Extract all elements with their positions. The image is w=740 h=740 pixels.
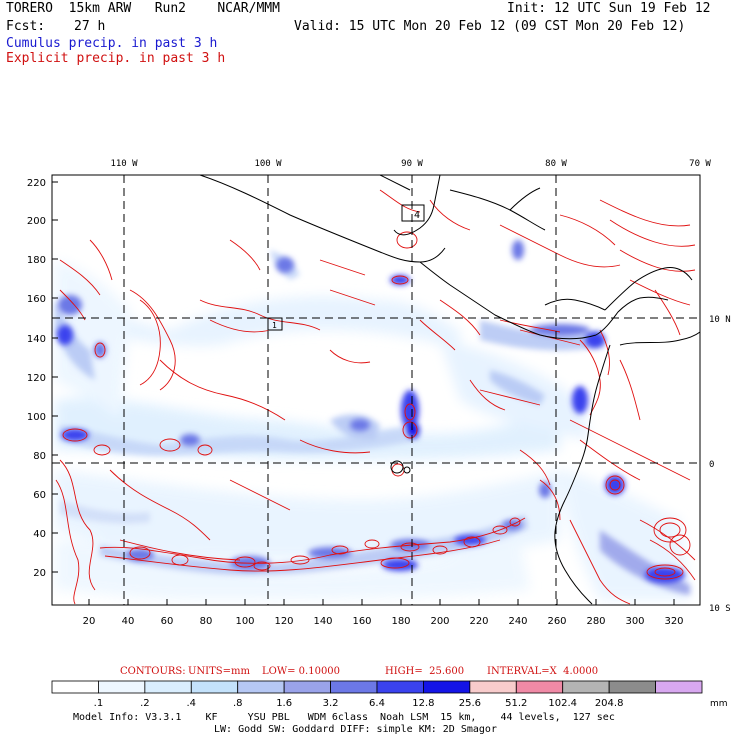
colorbar-tick-label: 51.2 bbox=[505, 698, 527, 709]
y-label: 220 bbox=[27, 178, 46, 189]
x-label: 320 bbox=[664, 616, 683, 627]
x-label: 160 bbox=[352, 616, 371, 627]
forecast-label: Fcst: bbox=[6, 19, 46, 34]
lat-label: 10 S bbox=[709, 604, 731, 614]
x-label: 140 bbox=[313, 616, 332, 627]
x-label: 300 bbox=[625, 616, 644, 627]
coastlines bbox=[199, 175, 700, 605]
contours-high: HIGH= 25.600 bbox=[385, 666, 465, 677]
lon-label: 100 W bbox=[254, 159, 282, 169]
x-label: 180 bbox=[391, 616, 410, 627]
y-label: 100 bbox=[27, 412, 46, 423]
y-label: 80 bbox=[33, 451, 46, 462]
contours-low: LOW= 0.10000 bbox=[262, 666, 341, 677]
contours-interval: INTERVAL=X 4.0000 bbox=[487, 666, 599, 677]
colorbar-swatch bbox=[283, 680, 331, 694]
lon-label: 70 W bbox=[689, 159, 711, 169]
colorbar-swatch bbox=[330, 680, 378, 694]
colorbar-tick-label: .8 bbox=[233, 698, 243, 709]
colorbar-tick-label: .1 bbox=[94, 698, 104, 709]
colorbar-unit: mm bbox=[710, 699, 728, 709]
contours-units: UNITS=mm bbox=[188, 666, 250, 677]
map-frame bbox=[51, 174, 701, 606]
colorbar-swatch bbox=[98, 680, 146, 694]
y-label: 120 bbox=[27, 373, 46, 384]
latitude-labels: 10 N 0 10 S bbox=[709, 315, 731, 614]
valid-time: Valid: 15 UTC Mon 20 Feb 12 (09 CST Mon … bbox=[294, 19, 686, 34]
colorbar-tick-label: 6.4 bbox=[369, 698, 385, 709]
lon-label: 80 W bbox=[545, 159, 567, 169]
x-label: 240 bbox=[508, 616, 527, 627]
latlon-grid bbox=[52, 175, 700, 605]
colorbar-swatch bbox=[237, 680, 285, 694]
x-label: 280 bbox=[586, 616, 605, 627]
colorbar-tick-label: 12.8 bbox=[412, 698, 434, 709]
colorbar-tick-label: 1.6 bbox=[276, 698, 292, 709]
colorbar-swatch bbox=[655, 680, 703, 694]
station-boxes bbox=[267, 204, 425, 331]
colorbar-tick-label: 3.2 bbox=[323, 698, 339, 709]
model-title: TORERO 15km ARW Run2 NCAR/MMM bbox=[6, 1, 280, 16]
x-label: 100 bbox=[235, 616, 254, 627]
cumulus-legend: Cumulus precip. in past 3 h bbox=[6, 36, 218, 51]
colorbar-swatch bbox=[515, 680, 564, 694]
cumulus-medium-shading bbox=[55, 250, 690, 595]
model-info: Model Info: V3.3.1 KF YSU PBL WDM 6class… bbox=[73, 712, 615, 723]
colorbar-tick-label: 204.8 bbox=[595, 698, 624, 709]
y-label: 60 bbox=[33, 490, 46, 501]
lat-label: 0 bbox=[709, 460, 714, 470]
box-label-4: 4 bbox=[414, 210, 420, 221]
colorbar-swatch bbox=[423, 680, 471, 694]
init-time: Init: 12 UTC Sun 19 Feb 12 bbox=[507, 1, 711, 16]
lon-label: 110 W bbox=[110, 159, 138, 169]
y-label: 140 bbox=[27, 334, 46, 345]
colorbar-swatch bbox=[562, 680, 610, 694]
box-label-1: 1 bbox=[272, 321, 277, 330]
x-label: 40 bbox=[122, 616, 135, 627]
forecast-hours: 27 h bbox=[74, 19, 106, 34]
explicit-legend: Explicit precip. in past 3 h bbox=[6, 51, 226, 66]
explicit-precip-contours bbox=[55, 189, 696, 605]
colorbar-tick-label: .2 bbox=[140, 698, 150, 709]
y-label: 200 bbox=[27, 216, 46, 227]
longitude-labels: 110 W 100 W 90 W 80 W 70 W bbox=[110, 159, 711, 169]
x-grid-labels: 20 40 60 80 100 120 140 160 180 200 220 … bbox=[83, 616, 684, 627]
colorbar-tick-label: .4 bbox=[187, 698, 197, 709]
colorbar bbox=[51, 680, 703, 694]
y-label: 40 bbox=[33, 529, 46, 540]
y-label: 20 bbox=[33, 568, 46, 579]
y-label: 180 bbox=[27, 255, 46, 266]
lon-label: 90 W bbox=[401, 159, 423, 169]
x-label: 220 bbox=[469, 616, 488, 627]
colorbar-swatch bbox=[190, 680, 239, 694]
x-label: 200 bbox=[430, 616, 449, 627]
colorbar-swatch bbox=[608, 680, 656, 694]
colorbar-tick-label: 25.6 bbox=[459, 698, 481, 709]
contours-label: CONTOURS: bbox=[120, 666, 186, 677]
map-content: 4 1 bbox=[52, 175, 700, 605]
physics-info: LW: Godd SW: Goddard DIFF: simple KM: 2D… bbox=[214, 724, 497, 735]
colorbar-swatch bbox=[376, 680, 424, 694]
colorbar-swatch bbox=[144, 680, 192, 694]
y-label: 160 bbox=[27, 294, 46, 305]
lat-label: 10 N bbox=[709, 315, 731, 325]
x-label: 20 bbox=[83, 616, 96, 627]
colorbar-swatch bbox=[469, 680, 517, 694]
colorbar-labels: .1 .2 .4 .8 1.6 3.2 6.4 12.8 25.6 51.2 102.4 204.8 bbox=[94, 698, 624, 709]
x-label: 60 bbox=[161, 616, 174, 627]
x-label: 80 bbox=[200, 616, 213, 627]
axis-ticks bbox=[52, 181, 675, 605]
colorbar-tick-label: 102.4 bbox=[548, 698, 577, 709]
colorbar-swatch bbox=[51, 680, 99, 694]
x-label: 120 bbox=[274, 616, 293, 627]
x-label: 260 bbox=[547, 616, 566, 627]
y-grid-labels: 220 200 180 160 140 120 100 80 60 40 20 bbox=[27, 178, 46, 579]
